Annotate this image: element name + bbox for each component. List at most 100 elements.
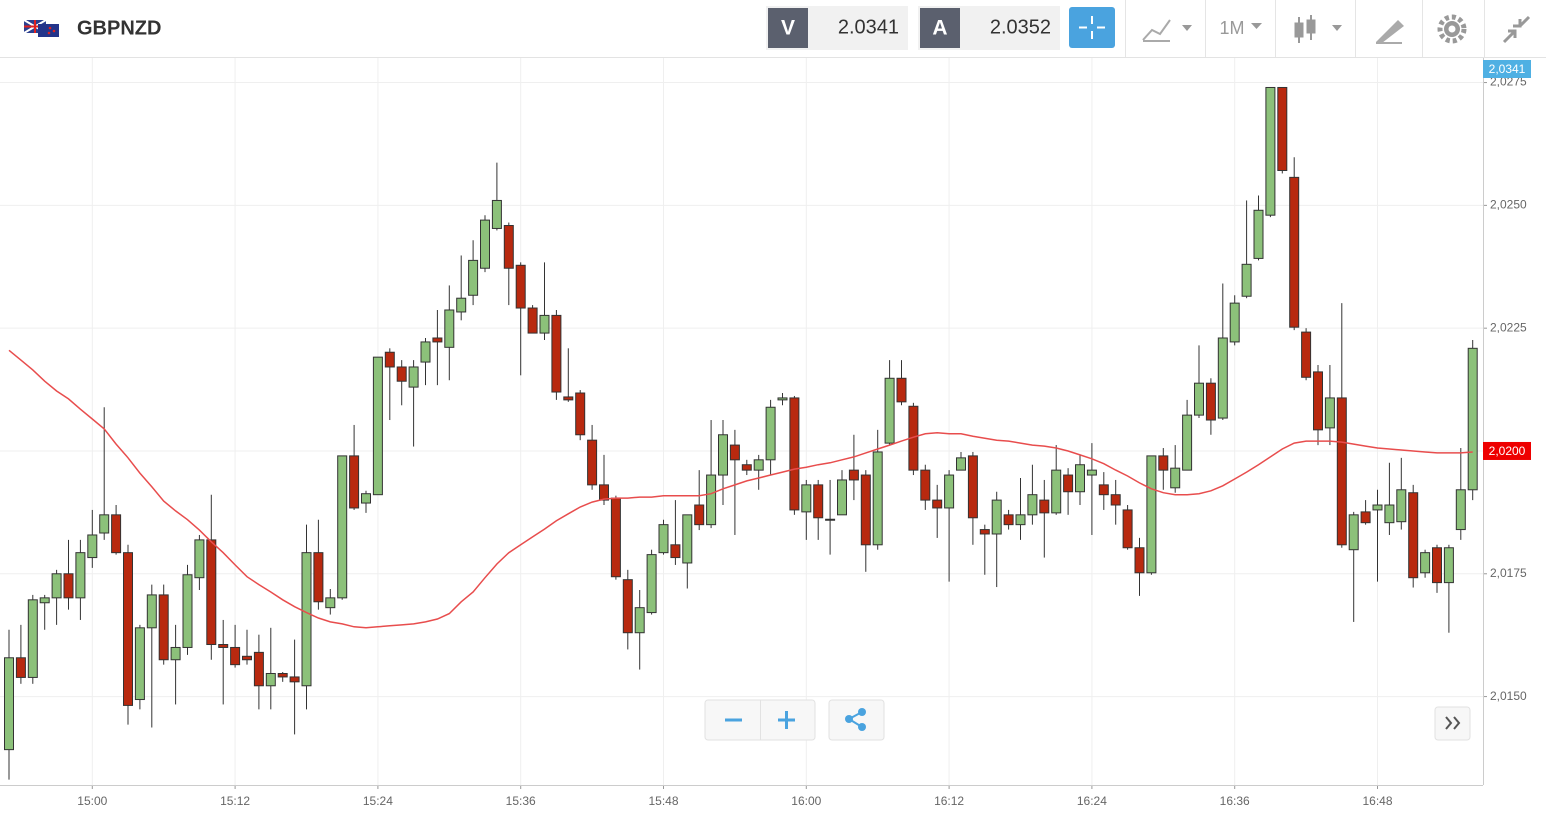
x-tick-label: 15:00 xyxy=(77,794,107,808)
candle-body xyxy=(694,504,705,526)
candle-body xyxy=(872,451,883,546)
candle-body xyxy=(706,474,717,526)
candle-body xyxy=(932,499,943,509)
candle-body xyxy=(1182,414,1193,471)
zoom-in[interactable] xyxy=(778,711,795,729)
candle-body xyxy=(1217,337,1228,419)
y-tick-label: 2,0150 xyxy=(1490,689,1527,703)
candle-body xyxy=(1265,86,1276,216)
candle-body xyxy=(1443,547,1454,584)
candle-body xyxy=(622,579,633,634)
candle-body xyxy=(420,341,431,363)
candle-body xyxy=(848,469,859,481)
candle-body xyxy=(408,366,419,388)
x-tick-label: 16:36 xyxy=(1220,794,1250,808)
candle-body xyxy=(1253,209,1264,259)
candle-body xyxy=(741,464,752,471)
candle-body xyxy=(1194,382,1204,416)
x-tick-label: 15:12 xyxy=(220,794,250,808)
candle-body xyxy=(979,529,990,535)
symbol: GBPNZD xyxy=(77,17,161,39)
candle-body xyxy=(610,497,621,578)
candle-body xyxy=(503,225,514,269)
candle-body xyxy=(1432,547,1442,584)
candle-body xyxy=(825,518,836,521)
sell-label-box xyxy=(768,8,808,48)
buy-price: 2.0352 xyxy=(990,16,1051,38)
candle-body xyxy=(1015,514,1026,526)
buy-label: A xyxy=(932,17,947,40)
y-tick-label: 2,0275 xyxy=(1490,75,1527,89)
settings-button[interactable] xyxy=(1437,14,1467,44)
sell-price: 2.0341 xyxy=(838,16,899,38)
candle-body xyxy=(729,444,740,461)
candle-body xyxy=(325,597,336,609)
candle-body xyxy=(1277,86,1288,171)
x-tick-label: 16:12 xyxy=(934,794,964,808)
candle-body xyxy=(967,455,978,519)
candle-body xyxy=(1134,547,1145,574)
candle-body xyxy=(372,356,383,496)
candle-body xyxy=(99,514,110,534)
candle-body xyxy=(563,396,574,401)
candle-body xyxy=(230,646,241,666)
candle-body xyxy=(63,573,74,599)
indicator-button[interactable] xyxy=(1142,19,1192,42)
candle-body xyxy=(242,655,252,661)
candle-body xyxy=(1408,492,1419,579)
candle-body xyxy=(15,657,26,678)
candle-body xyxy=(1086,469,1097,476)
plot-area: 2,0150 2,0175 2,0200 2,0225 2,0250 2,0275 15:0… xyxy=(0,58,1527,808)
candle-body xyxy=(658,524,669,554)
candle-body xyxy=(1313,371,1323,431)
candle-body xyxy=(789,397,800,511)
candle-body xyxy=(753,459,764,471)
candle-body xyxy=(1467,347,1478,491)
candle-body xyxy=(682,514,693,564)
candle-body xyxy=(1098,484,1109,496)
candle-body xyxy=(670,544,681,559)
candle-body xyxy=(75,552,86,599)
candle-body xyxy=(384,351,395,368)
share-button[interactable] xyxy=(828,699,885,741)
x-tick-label: 15:36 xyxy=(506,794,536,808)
candle-body xyxy=(134,627,145,701)
candle-body xyxy=(1122,509,1133,549)
candle-body xyxy=(468,259,479,296)
candle-body xyxy=(1170,467,1181,489)
candle-body xyxy=(289,676,300,683)
candle-body xyxy=(575,392,586,436)
candle-body xyxy=(1063,474,1074,493)
draw-button[interactable] xyxy=(1376,20,1404,44)
candle-body xyxy=(170,646,181,661)
candle-body xyxy=(539,314,550,334)
candle-body xyxy=(896,377,907,403)
candle-body xyxy=(27,599,38,678)
candle-body xyxy=(1241,263,1252,297)
candle-body xyxy=(456,297,467,313)
scroll-end-button[interactable] xyxy=(1434,706,1471,741)
candle-body xyxy=(765,406,776,461)
candle-body xyxy=(944,474,955,509)
candle-body xyxy=(991,499,1002,535)
candle-body xyxy=(527,307,538,334)
candle-body xyxy=(1301,331,1312,378)
candle-body xyxy=(599,484,609,501)
candle-body xyxy=(1110,494,1121,506)
candle-body xyxy=(801,484,812,513)
candle-body xyxy=(1205,382,1216,421)
crosshair-button[interactable] xyxy=(1069,7,1115,48)
candle-body xyxy=(1360,511,1371,524)
timeframe[interactable]: 1M xyxy=(1219,18,1244,38)
collapse-button[interactable] xyxy=(1502,15,1531,44)
candle-body xyxy=(253,651,264,687)
candle-body xyxy=(1027,494,1038,516)
candle-body xyxy=(51,573,62,599)
candle-body xyxy=(123,552,133,706)
candle-body xyxy=(432,337,443,343)
x-tick-label: 16:24 xyxy=(1077,794,1107,808)
candle-body xyxy=(1051,469,1062,514)
chart-type-button[interactable] xyxy=(1294,15,1342,43)
